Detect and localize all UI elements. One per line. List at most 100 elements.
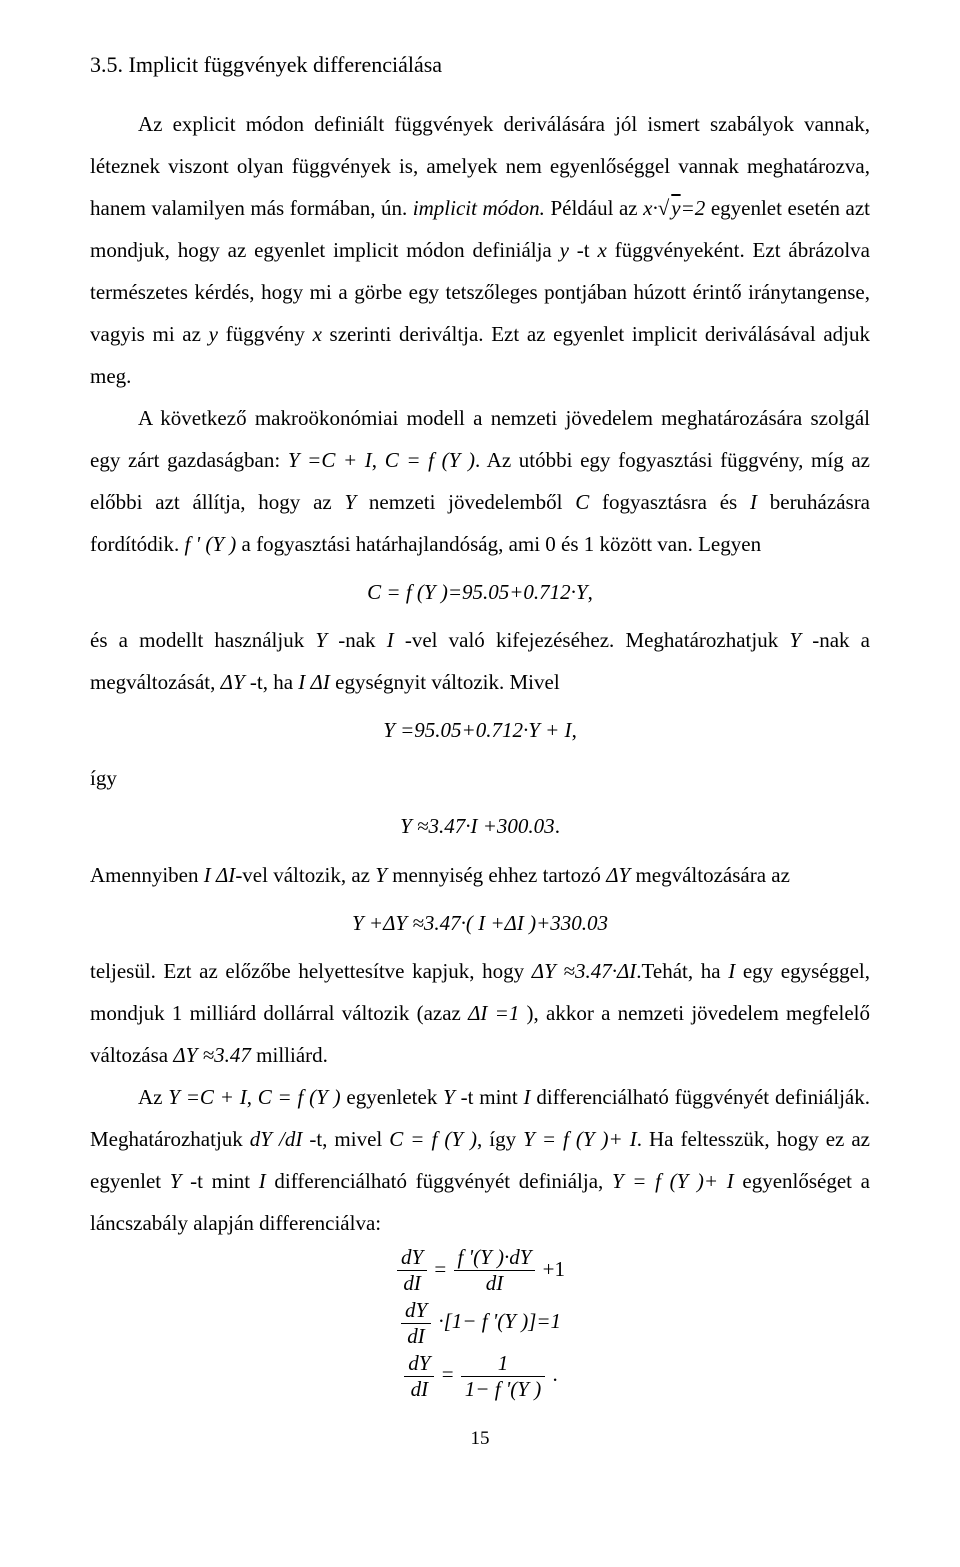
eq-sign: =	[434, 1257, 446, 1281]
sym-dY: ΔY	[606, 863, 630, 887]
sym-Y: Y	[170, 1169, 182, 1193]
sym-y: y	[209, 322, 218, 346]
text: -vel változik, az	[235, 863, 375, 887]
fraction: 1 1− f '(Y )	[461, 1353, 545, 1400]
text: -t	[569, 238, 598, 262]
sym-x: x	[313, 322, 322, 346]
text: ,	[247, 1085, 258, 1109]
paragraph-1: Az explicit módon definiált függvények d…	[90, 103, 870, 397]
trailing-comma: ,	[572, 718, 577, 742]
display-eq-4: Y +ΔY ≈3.47·( I +ΔI )+330.03	[90, 900, 870, 946]
eq-text: Y ≈3.47·I +300.03	[400, 814, 555, 838]
display-eq-1: C = f (Y )=95.05+0.712·Y,	[90, 569, 870, 615]
text: Amennyiben	[90, 863, 204, 887]
sym-I: I	[750, 490, 757, 514]
text: megváltozására az	[630, 863, 790, 887]
denominator: dI	[401, 1324, 431, 1347]
text: differenciálható függvényét definiálja,	[266, 1169, 612, 1193]
eq-part: x·	[643, 196, 658, 220]
inline-eq: Y =C + I	[288, 448, 372, 472]
sym-Y: Y	[344, 490, 356, 514]
eq-text: Y +ΔY ≈3.47·( I +ΔI )+330.03	[352, 911, 608, 935]
text: -t, mivel	[302, 1127, 389, 1151]
text: a fogyasztási határhajlandóság, ami 0 és…	[236, 532, 761, 556]
italic-text: implicit módon.	[413, 196, 545, 220]
denominator: 1− f '(Y )	[461, 1377, 545, 1400]
display-eq-2: Y =95.05+0.712·Y + I,	[90, 707, 870, 753]
paragraph-3: és a modellt használjuk Y -nak I -vel va…	[90, 619, 870, 703]
sym-C: C	[575, 490, 589, 514]
inline-eq: C = f (Y )	[389, 1127, 477, 1151]
text: Például az	[545, 196, 643, 220]
paragraph-2: A következő makroökonómiai modell a nemz…	[90, 397, 870, 565]
eq-text: ·[1− f '(Y )]=1	[438, 1309, 561, 1333]
inline-eq: C = f (Y )	[385, 448, 475, 472]
sym-dI: ΔI	[311, 670, 330, 694]
sym-dY: ΔY	[221, 670, 245, 694]
inline-eq: dY /dI	[250, 1127, 303, 1151]
eq-text: Y =95.05+0.712·Y + I	[383, 718, 571, 742]
text: .Tehát, ha	[636, 959, 728, 983]
text: -t, ha	[245, 670, 299, 694]
text: függvény	[218, 322, 313, 346]
text-igy: így	[90, 757, 870, 799]
text: fogyasztásra és	[589, 490, 750, 514]
text: és a modellt használjuk	[90, 628, 315, 652]
eq-part: =2	[681, 196, 706, 220]
page-number: 15	[90, 1428, 870, 1450]
numerator: dY	[404, 1353, 434, 1377]
eq-sign: =	[442, 1362, 454, 1386]
sym-I: I	[204, 863, 211, 887]
inline-eq: x·√y=2	[643, 196, 705, 220]
inline-eq: ΔY ≈3.47	[173, 1043, 251, 1067]
fraction: dY dI	[401, 1300, 431, 1347]
text: -nak	[327, 628, 387, 652]
inline-eq: ΔY ≈3.47·ΔI	[532, 959, 636, 983]
paragraph-5: teljesül. Ezt az előzőbe helyettesítve k…	[90, 950, 870, 1076]
paragraph-4: Amennyiben I ΔI-vel változik, az Y menny…	[90, 854, 870, 896]
sym-x: x	[597, 238, 606, 262]
plus-one: +1	[543, 1257, 565, 1281]
display-eq-frac-3: dY dI = 1 1− f '(Y ) .	[90, 1351, 870, 1400]
fraction: f '(Y )·dY dI	[454, 1247, 536, 1294]
numerator: 1	[461, 1353, 545, 1377]
inline-eq: Y = f (Y )+ I	[612, 1169, 734, 1193]
sym-Y: Y	[375, 863, 387, 887]
sym-I: I	[524, 1085, 531, 1109]
sym-I: I	[259, 1169, 266, 1193]
sym-y: y	[560, 238, 569, 262]
display-eq-3: Y ≈3.47·I +300.03.	[90, 803, 870, 849]
text: -vel való kifejezéséhez. Meghatározhatju…	[394, 628, 790, 652]
text: mennyiség ehhez tartozó	[387, 863, 606, 887]
text: , így	[477, 1127, 523, 1151]
numerator: f '(Y )·dY	[454, 1247, 536, 1271]
denominator: dI	[404, 1377, 434, 1400]
inline-eq: Y = f (Y )+ I	[523, 1127, 637, 1151]
text: -t mint	[181, 1169, 258, 1193]
inline-eq: f ' (Y )	[185, 532, 237, 556]
sym-I: I	[387, 628, 394, 652]
sym-Y: Y	[789, 628, 801, 652]
text: egyenletek	[341, 1085, 444, 1109]
sym-Y: Y	[443, 1085, 455, 1109]
text: egységnyit változik. Mivel	[330, 670, 560, 694]
fraction: dY dI	[397, 1247, 427, 1294]
text: teljesül. Ezt az előzőbe helyettesítve k…	[90, 959, 532, 983]
display-eq-frac-2: dY dI ·[1− f '(Y )]=1	[90, 1298, 870, 1347]
eq-text: C = f (Y )=95.05+0.712·Y	[367, 580, 587, 604]
trailing-comma: ,	[588, 580, 593, 604]
numerator: dY	[397, 1247, 427, 1271]
inline-eq: ΔI =1	[468, 1001, 519, 1025]
denominator: dI	[454, 1271, 536, 1294]
denominator: dI	[397, 1271, 427, 1294]
sqrt-content: y	[669, 196, 680, 220]
text: nemzeti jövedelemből	[356, 490, 575, 514]
text: milliárd.	[251, 1043, 328, 1067]
paragraph-6: Az Y =C + I, C = f (Y ) egyenletek Y -t …	[90, 1076, 870, 1244]
inline-eq: Y =C + I	[168, 1085, 246, 1109]
display-eq-frac-1: dY dI = f '(Y )·dY dI +1	[90, 1246, 870, 1295]
sym-Y: Y	[315, 628, 327, 652]
trailing-dot: .	[552, 1362, 557, 1386]
numerator: dY	[401, 1300, 431, 1324]
text: -t mint	[455, 1085, 524, 1109]
